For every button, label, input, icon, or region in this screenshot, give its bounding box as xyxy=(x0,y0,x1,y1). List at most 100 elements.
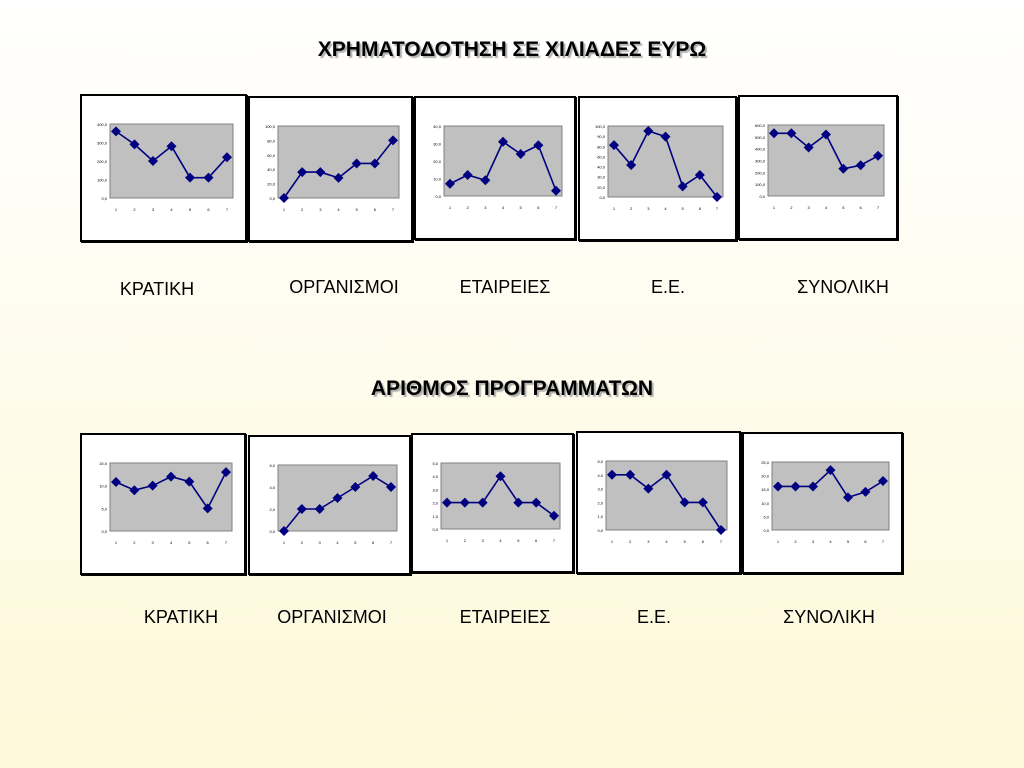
programs-label-synoliki: ΣΥΝΟΛΙΚΗ xyxy=(783,607,875,627)
y-tick-label: 0,0 xyxy=(101,529,107,534)
x-tick-label: 3 xyxy=(319,207,322,212)
x-tick-label: 3 xyxy=(808,205,811,210)
x-tick-label: 3 xyxy=(484,205,487,210)
data-point-marker xyxy=(184,476,195,487)
data-point-marker xyxy=(878,476,888,487)
data-point-marker xyxy=(860,486,871,497)
x-tick-label: 1 xyxy=(773,205,776,210)
programs-label-etaireies: ΕΤΑΙΡΕΙΕΣ xyxy=(459,607,551,627)
data-point-marker xyxy=(480,175,491,186)
data-point-marker xyxy=(838,163,849,174)
data-point-marker xyxy=(513,497,524,508)
funding-chart-organismoi: 0,0 20,0 40,0 60,0 80,0 100,0 1 2 3 4 5 6 7 xyxy=(248,96,413,242)
y-tick-label: 4,0 xyxy=(597,473,603,478)
y-tick-label: 0,0 xyxy=(759,194,765,199)
x-tick-label: 6 xyxy=(864,539,867,544)
y-tick-label: 15,0 xyxy=(761,487,770,492)
x-tick-label: 5 xyxy=(682,206,685,211)
y-tick-label: 80,0 xyxy=(267,138,276,143)
y-tick-label: 6,0 xyxy=(269,463,275,468)
x-tick-label: 2 xyxy=(133,540,136,545)
x-tick-label: 4 xyxy=(170,540,173,545)
y-tick-label: 400,0 xyxy=(755,147,766,152)
data-point-marker xyxy=(221,467,231,478)
data-point-marker xyxy=(716,525,726,535)
y-tick-label: 0,0 xyxy=(599,195,605,200)
x-tick-label: 2 xyxy=(301,540,304,545)
x-tick-label: 5 xyxy=(188,540,191,545)
chart-svg: 0,0 10,0 20,0 30,0 40,0 1 2 3 4 5 6 7 xyxy=(433,124,563,210)
chart-svg: 0,0 100,0 200,0 300,0 400,0 1 2 3 4 5 6 7 xyxy=(97,122,234,212)
x-tick-label: 6 xyxy=(702,539,705,544)
data-point-marker xyxy=(111,477,121,488)
data-point-marker xyxy=(643,483,654,494)
x-tick-label: 1 xyxy=(446,538,449,543)
chart-svg: 0,0 1,0 2,0 3,0 4,0 5,0 1 2 3 4 5 6 7 xyxy=(597,459,728,544)
funding-chart-ee: 0,0 20,0 30,0 40,0 60,0 80,0 90,0 100,0 1 2 3 4 5 6 7 xyxy=(578,96,737,241)
data-point-marker xyxy=(549,510,559,521)
x-tick-label: 7 xyxy=(392,207,395,212)
x-tick-label: 2 xyxy=(467,205,470,210)
x-tick-label: 3 xyxy=(647,539,650,544)
data-point-marker xyxy=(533,140,544,151)
y-tick-label: 60,0 xyxy=(597,154,606,159)
x-tick-label: 4 xyxy=(829,539,832,544)
x-tick-label: 1 xyxy=(449,205,452,210)
data-point-marker xyxy=(843,492,853,503)
x-tick-label: 4 xyxy=(337,207,340,212)
x-tick-label: 7 xyxy=(555,205,558,210)
x-tick-label: 7 xyxy=(877,205,880,210)
data-point-marker xyxy=(477,497,488,508)
data-point-marker xyxy=(445,178,455,189)
x-tick-label: 6 xyxy=(860,205,863,210)
y-tick-label: 2,0 xyxy=(432,501,438,506)
chart-svg: 0,0 5,0 10,0 15,0 1 2 3 4 5 6 7 xyxy=(99,461,233,545)
x-tick-label: 7 xyxy=(720,539,723,544)
x-tick-label: 1 xyxy=(283,207,286,212)
data-point-marker xyxy=(873,150,883,161)
data-point-marker xyxy=(459,497,470,508)
x-tick-label: 3 xyxy=(319,540,322,545)
chart-svg: 0,0 5,0 10,0 15,0 20,0 25,0 1 2 3 4 5 6 7 xyxy=(761,460,890,544)
y-tick-label: 20,0 xyxy=(267,182,276,187)
y-tick-label: 100,0 xyxy=(595,124,606,129)
y-tick-label: 20,0 xyxy=(433,159,442,164)
data-point-marker xyxy=(462,170,473,180)
funding-label-ee: Ε.Ε. xyxy=(650,277,685,297)
x-tick-label: 6 xyxy=(207,207,210,212)
data-point-marker xyxy=(129,139,140,150)
data-point-marker xyxy=(203,172,214,183)
y-tick-label: 5,0 xyxy=(597,459,603,464)
data-point-marker xyxy=(712,192,722,202)
data-point-marker xyxy=(661,469,672,480)
x-tick-label: 5 xyxy=(189,207,192,212)
x-tick-label: 5 xyxy=(847,539,850,544)
x-tick-label: 3 xyxy=(812,539,815,544)
chart-svg: 0,0 20,0 30,0 40,0 60,0 80,0 90,0 100,0 1 2 3 4 5 6 7 xyxy=(595,124,724,211)
y-tick-label: 60,0 xyxy=(267,153,276,158)
data-point-marker xyxy=(515,149,526,159)
data-point-marker xyxy=(825,465,836,476)
y-tick-label: 80,0 xyxy=(597,144,606,149)
data-point-marker xyxy=(442,497,452,508)
programs-chart-ee: 0,0 1,0 2,0 3,0 4,0 5,0 1 2 3 4 5 6 7 xyxy=(576,431,741,574)
data-point-marker xyxy=(677,181,688,192)
programs-chart-kratiki: 0,0 5,0 10,0 15,0 1 2 3 4 5 6 7 xyxy=(80,433,246,575)
x-tick-label: 7 xyxy=(390,540,393,545)
y-tick-label: 100,0 xyxy=(97,178,108,183)
x-tick-label: 2 xyxy=(794,539,797,544)
y-tick-label: 100,0 xyxy=(755,182,766,187)
data-point-marker xyxy=(314,504,325,514)
y-tick-label: 10,0 xyxy=(761,501,770,506)
x-tick-label: 2 xyxy=(629,539,632,544)
y-tick-label: 40,0 xyxy=(267,167,276,172)
y-tick-label: 0,0 xyxy=(269,196,275,201)
data-point-marker xyxy=(855,160,866,171)
data-point-marker xyxy=(679,497,690,508)
y-tick-label: 5,0 xyxy=(101,506,107,511)
programs-chart-organismoi: 0,0 2,0 4,0 6,0 1 2 3 4 5 6 7 xyxy=(248,435,411,575)
x-tick-label: 5 xyxy=(517,538,520,543)
data-point-marker xyxy=(369,158,380,169)
chart-svg: 0,0 1,0 2,0 3,0 4,0 5,0 1 2 3 4 5 6 7 xyxy=(432,461,561,543)
y-tick-label: 1,0 xyxy=(432,514,438,519)
